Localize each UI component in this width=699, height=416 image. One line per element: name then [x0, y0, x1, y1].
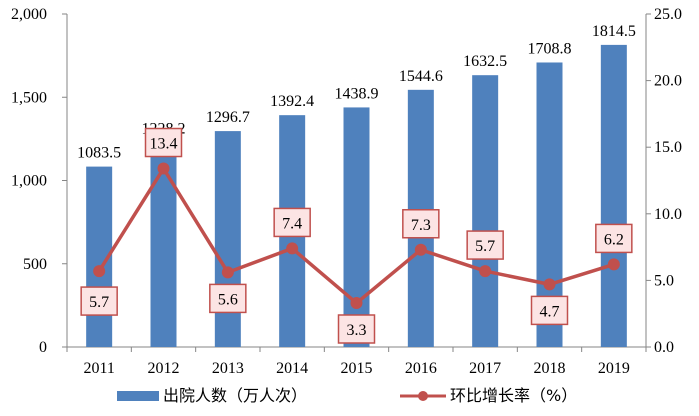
line-data-label: 5.6 — [209, 283, 247, 314]
line-data-label-box — [595, 223, 633, 254]
bar-data-label: 1708.8 — [528, 40, 572, 57]
line-data-label: 3.3 — [337, 314, 376, 344]
legend-line-marker — [418, 391, 428, 401]
line-point — [479, 265, 492, 278]
line-data-label: 6.2 — [595, 223, 633, 254]
bar — [343, 107, 370, 347]
left-axis-tick-label: 2,000 — [11, 6, 47, 23]
x-axis-tick-label: 2013 — [212, 360, 244, 377]
line-point — [350, 297, 363, 310]
right-axis-tick-label: 5.0 — [654, 272, 674, 289]
bar-data-label: 1392.4 — [270, 93, 314, 110]
line-data-label-box — [209, 283, 247, 314]
right-axis-tick-label: 20.0 — [654, 73, 682, 90]
bar-data-label: 1632.5 — [463, 53, 507, 70]
line-data-label-box — [337, 314, 376, 344]
line-data-label: 4.7 — [530, 295, 569, 326]
right-axis-tick-labels: 0.0 5.0 10.0 15.0 20.0 25.0 — [654, 6, 682, 356]
x-axis-tick-label: 2019 — [598, 360, 630, 377]
line-data-label-box — [530, 295, 569, 326]
line-point — [93, 265, 106, 278]
line-data-label-text: 6.2 — [604, 231, 624, 248]
x-axis-tick-label: 2016 — [405, 360, 437, 377]
x-axis-tick-labels: 2011 2012 2013 2014 2015 2016 2017 2018 2019 — [83, 360, 629, 377]
left-axis-tick-label: 1,500 — [11, 89, 47, 106]
right-axis-tick-label: 10.0 — [654, 206, 682, 223]
bar — [472, 75, 499, 347]
left-axis-tick-label: 0 — [39, 339, 47, 356]
legend-bar-swatch — [117, 391, 159, 401]
line-data-label-text: 4.7 — [540, 303, 560, 320]
bar-data-labels: 1083.51228.21296.71392.41438.91544.61632… — [77, 23, 636, 162]
bar — [150, 142, 177, 347]
left-axis-tick-label: 500 — [23, 256, 47, 273]
line-point — [607, 258, 620, 271]
line-point — [543, 278, 556, 291]
right-axis-tick-label: 15.0 — [654, 139, 682, 156]
line-data-label: 7.4 — [273, 207, 311, 238]
line-data-label-text: 5.7 — [475, 238, 495, 255]
line-data-label-text: 7.3 — [411, 217, 431, 234]
line-data-label: 5.7 — [466, 230, 504, 260]
line-data-label: 13.4 — [144, 127, 183, 158]
line-data-label-box — [466, 230, 504, 260]
right-axis-tick-label: 0.0 — [654, 339, 674, 356]
line-data-label-box — [144, 127, 183, 158]
line-data-label: 5.7 — [80, 286, 118, 316]
line-data-label-text: 13.4 — [150, 136, 178, 153]
line-data-label-box — [80, 286, 118, 316]
x-axis-tick-label: 2011 — [83, 360, 114, 377]
line-data-label: 7.3 — [402, 209, 440, 239]
x-axis-tick-label: 2017 — [469, 360, 501, 377]
line-point — [286, 242, 299, 255]
x-axis-tick-label: 2018 — [534, 360, 566, 377]
line-point — [157, 162, 170, 175]
line-data-label-text: 5.7 — [89, 294, 109, 311]
bar — [600, 44, 627, 348]
bar — [214, 131, 241, 347]
line-data-label-text: 7.4 — [282, 215, 302, 232]
left-axis-tick-label: 1,000 — [11, 173, 47, 190]
bar-data-label: 1544.6 — [399, 68, 443, 85]
legend: 出院人数（万人次） 环比增长率（%） — [117, 386, 577, 405]
line-point — [414, 243, 427, 256]
line-data-label-text: 5.6 — [218, 291, 238, 308]
bar-data-label: 1814.5 — [592, 23, 636, 40]
line-data-labels: 5.7 13.4 5.6 7.4 3.3 7.3 5.7 4.7 6.2 — [80, 127, 633, 344]
left-axis-tick-labels: 0 500 1,000 1,500 2,000 — [11, 6, 47, 356]
legend-bar-label: 出院人数（万人次） — [163, 386, 307, 405]
x-axis-tick-label: 2015 — [341, 360, 373, 377]
line-series — [93, 162, 620, 310]
right-axis-tick-label: 25.0 — [654, 6, 682, 23]
x-axis-tick-label: 2012 — [148, 360, 180, 377]
bar-data-label: 1083.5 — [77, 145, 121, 162]
x-axis-tick-label: 2014 — [276, 360, 308, 377]
bar-data-label: 1296.7 — [206, 109, 250, 126]
legend-line-label: 环比增长率（%） — [450, 386, 577, 405]
line-data-label-box — [402, 209, 440, 239]
line-data-label-box — [273, 207, 311, 238]
line-data-label-text: 3.3 — [347, 322, 367, 339]
line-point — [221, 266, 234, 279]
bar-data-label: 1438.9 — [335, 85, 379, 102]
